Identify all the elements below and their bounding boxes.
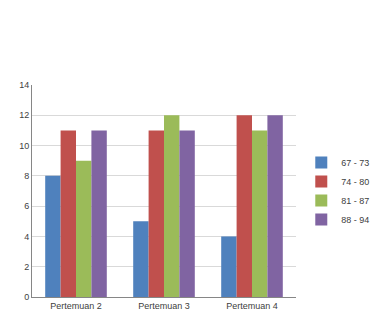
svg-text:10: 10 [19, 141, 29, 151]
svg-text:0: 0 [24, 292, 29, 302]
svg-text:4: 4 [24, 232, 29, 242]
svg-text:12: 12 [19, 110, 29, 120]
svg-text:6: 6 [24, 201, 29, 211]
svg-text:74 - 80: 74 - 80 [341, 177, 369, 187]
svg-text:Pertemuan 2: Pertemuan 2 [50, 301, 102, 311]
svg-text:81 - 87: 81 - 87 [341, 196, 369, 206]
svg-text:67 - 73: 67 - 73 [341, 158, 369, 168]
svg-text:2: 2 [24, 262, 29, 272]
svg-text:88 - 94: 88 - 94 [341, 215, 369, 225]
svg-text:Pertemuan 4: Pertemuan 4 [226, 301, 278, 311]
svg-text:Pertemuan 3: Pertemuan 3 [138, 301, 190, 311]
svg-text:8: 8 [24, 171, 29, 181]
svg-text:14: 14 [19, 80, 29, 90]
